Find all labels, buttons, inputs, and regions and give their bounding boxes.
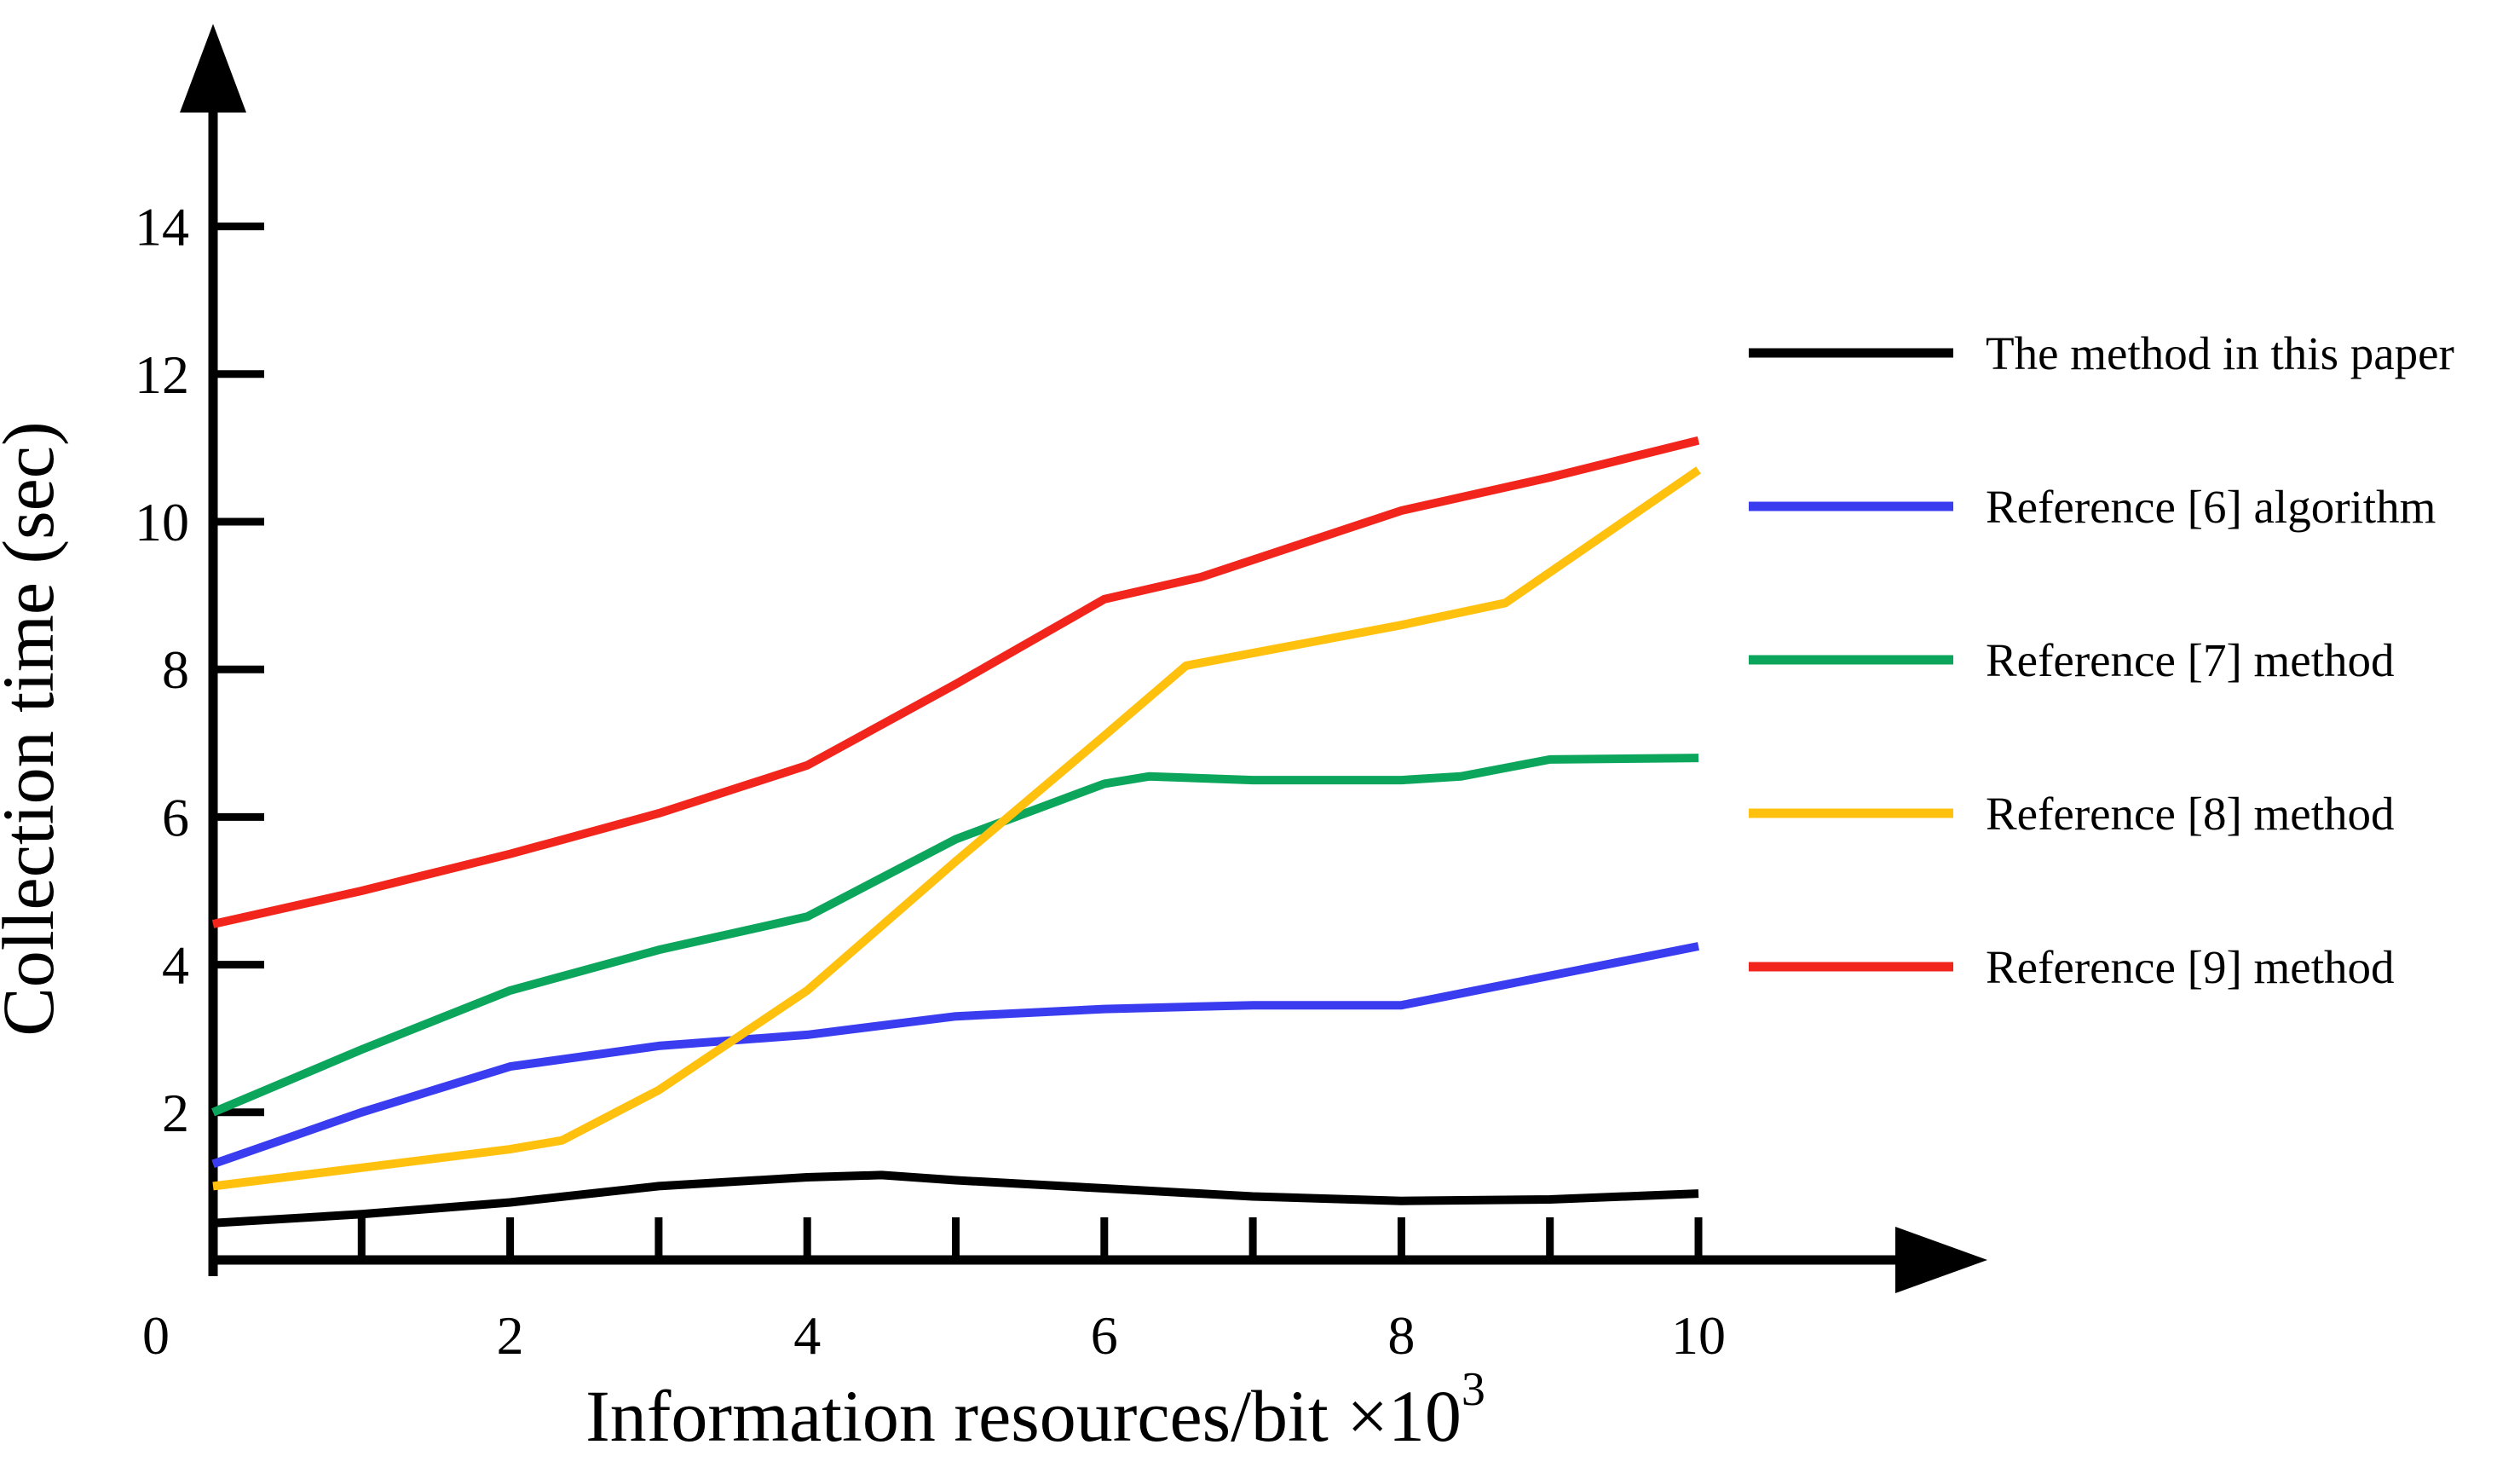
plot-series — [211, 436, 1701, 1228]
x-tick-label: 6 — [1091, 1305, 1118, 1366]
x-axis-title-main: Information resources/bit ×10 — [585, 1375, 1462, 1457]
x-tick-label: 0 — [142, 1305, 170, 1366]
legend-label: Reference [9] method — [1986, 941, 2394, 993]
y-axis-arrowhead-icon — [180, 24, 246, 113]
legend-label: Reference [8] method — [1986, 788, 2394, 840]
series-line-reference-7-method — [211, 754, 1699, 1117]
y-axis-tick-labels: 2 4 6 8 10 12 14 — [135, 197, 189, 1143]
y-tick-label: 4 — [162, 935, 189, 996]
y-axis-title: Collection time (sec) — [0, 421, 69, 1036]
y-tick-label: 14 — [135, 197, 189, 257]
series-line-reference-8-method — [212, 466, 1701, 1191]
x-tick-label: 8 — [1387, 1305, 1415, 1366]
series-line-reference-9-method — [211, 436, 1700, 928]
y-tick-label: 12 — [135, 344, 189, 405]
series-line-the-method-in-this-paper — [212, 1170, 1699, 1228]
x-axis-title: Information resources/bit ×103 — [585, 1363, 1485, 1457]
axes — [180, 24, 1987, 1293]
x-axis-arrowhead-icon — [1895, 1227, 1987, 1293]
x-tick-label: 10 — [1671, 1305, 1726, 1366]
series-line-reference-6-algorithm — [211, 942, 1699, 1169]
y-tick-label: 10 — [135, 492, 189, 552]
legend: The method in this paper Reference [6] al… — [1749, 327, 2454, 993]
legend-label: Reference [7] method — [1986, 634, 2394, 686]
x-tick-label: 2 — [497, 1305, 524, 1366]
y-axis-ticks — [213, 222, 264, 1117]
y-tick-label: 8 — [162, 639, 189, 700]
x-tick-label: 4 — [793, 1305, 821, 1366]
x-axis-tick-labels: 0 2 4 6 8 10 — [142, 1305, 1726, 1366]
legend-label: The method in this paper — [1986, 327, 2454, 379]
y-tick-label: 6 — [162, 787, 189, 847]
y-tick-label: 2 — [162, 1083, 189, 1143]
x-axis-title-exponent: 3 — [1462, 1363, 1485, 1416]
legend-label: Reference [6] algorithm — [1986, 481, 2436, 533]
x-axis-ticks — [357, 1217, 1703, 1260]
